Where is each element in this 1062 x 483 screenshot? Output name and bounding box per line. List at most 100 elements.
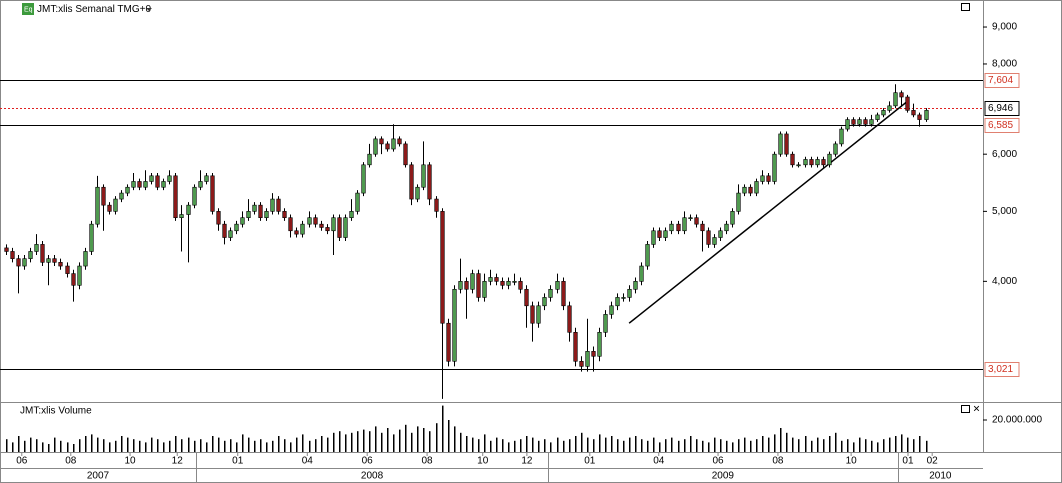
volume-bar <box>889 437 891 452</box>
x-tick-label: 10 <box>846 456 858 467</box>
volume-bar <box>429 431 431 452</box>
volume-bar <box>726 440 728 452</box>
volume-bar <box>363 429 365 452</box>
candle-body <box>276 198 281 212</box>
volume-bar <box>575 436 577 452</box>
volume-bar <box>587 437 589 452</box>
volume-bar <box>798 439 800 452</box>
candle-body <box>210 175 215 212</box>
volume-bar <box>381 432 383 452</box>
x-tick-label: 10 <box>124 456 136 467</box>
volume-bar <box>859 437 861 452</box>
candle-body <box>633 281 638 290</box>
volume-bar <box>254 440 256 452</box>
volume-bar <box>684 439 686 452</box>
candle-body <box>234 223 239 232</box>
maximize-button[interactable] <box>961 3 970 11</box>
volume-bar <box>36 439 38 452</box>
symbol-icon[interactable] <box>22 3 34 15</box>
volume-bar <box>823 439 825 452</box>
x-tick-label: 01 <box>584 456 596 467</box>
volume-bar <box>309 440 311 452</box>
volume-bar <box>73 444 75 452</box>
last-price-label: 6,946 <box>988 103 1013 114</box>
candle-body <box>427 164 432 200</box>
volume-bar <box>103 439 105 452</box>
volume-bar <box>387 428 389 452</box>
volume-bar <box>472 437 474 452</box>
volume-bar <box>865 439 867 452</box>
candle-body <box>688 217 693 220</box>
candle-body <box>766 175 771 182</box>
volume-bar <box>145 442 147 452</box>
volume-bar <box>399 429 401 452</box>
candle-body <box>434 198 439 212</box>
volume-bar <box>42 442 44 452</box>
volume-bar <box>157 439 159 452</box>
candle-body <box>730 211 735 225</box>
candle-body <box>204 175 209 182</box>
candle-body <box>627 288 632 298</box>
candle-body <box>784 133 789 155</box>
candle-body <box>361 164 366 194</box>
candle-body <box>542 297 547 307</box>
volume-bar <box>508 442 510 452</box>
candle-body <box>446 322 451 362</box>
candle-body <box>790 153 795 166</box>
volume-bar <box>115 440 117 452</box>
volume-bar <box>139 440 141 452</box>
volume-bar <box>623 440 625 452</box>
volume-bar <box>714 437 716 452</box>
candle-body <box>881 110 886 116</box>
volume-bar <box>442 405 444 452</box>
candle-body <box>452 288 457 362</box>
x-tick-label: 01 <box>902 456 914 467</box>
candle-body <box>615 297 620 307</box>
volume-bar <box>756 439 758 452</box>
volume-bar <box>12 442 14 452</box>
volume-maximize-button[interactable] <box>961 405 970 413</box>
x-tick-label: 04 <box>302 456 314 467</box>
last-price-box <box>984 101 1020 116</box>
candle-body <box>645 244 650 267</box>
volume-bar <box>169 440 171 452</box>
volume-bar <box>671 437 673 452</box>
candle-body <box>173 175 178 219</box>
candle-body <box>161 181 166 188</box>
volume-bar <box>708 442 710 452</box>
volume-bar <box>702 440 704 452</box>
volume-bar <box>272 440 274 452</box>
candle-body <box>760 175 765 182</box>
volume-close-button[interactable]: × <box>973 402 980 416</box>
volume-bar <box>653 437 655 452</box>
volume-bar <box>260 439 262 452</box>
candle-body <box>264 211 269 219</box>
x-tick-label: 06 <box>712 456 724 467</box>
y-tick-label: 6,000 <box>992 149 1017 160</box>
candle-body <box>440 211 445 324</box>
volume-bar <box>532 437 534 452</box>
candle-body <box>300 223 305 235</box>
volume-bar <box>599 434 601 452</box>
candle-body <box>476 273 481 298</box>
candle-body <box>391 138 396 150</box>
candle-body <box>470 273 475 290</box>
volume-bar <box>327 437 329 452</box>
dropdown-arrow[interactable] <box>146 8 152 11</box>
candle-body <box>415 186 420 200</box>
candle-body <box>887 105 892 111</box>
candle-body <box>718 230 723 238</box>
volume-bar <box>901 434 903 452</box>
volume-bar <box>236 442 238 452</box>
volume-bar <box>641 439 643 452</box>
candle-body <box>319 223 324 228</box>
candle-body <box>597 332 602 357</box>
candle-body <box>893 92 898 107</box>
candle-body <box>464 281 469 290</box>
volume-bar <box>218 437 220 452</box>
volume-bar <box>635 436 637 452</box>
candle-body <box>10 251 15 259</box>
volume-bar <box>526 436 528 452</box>
